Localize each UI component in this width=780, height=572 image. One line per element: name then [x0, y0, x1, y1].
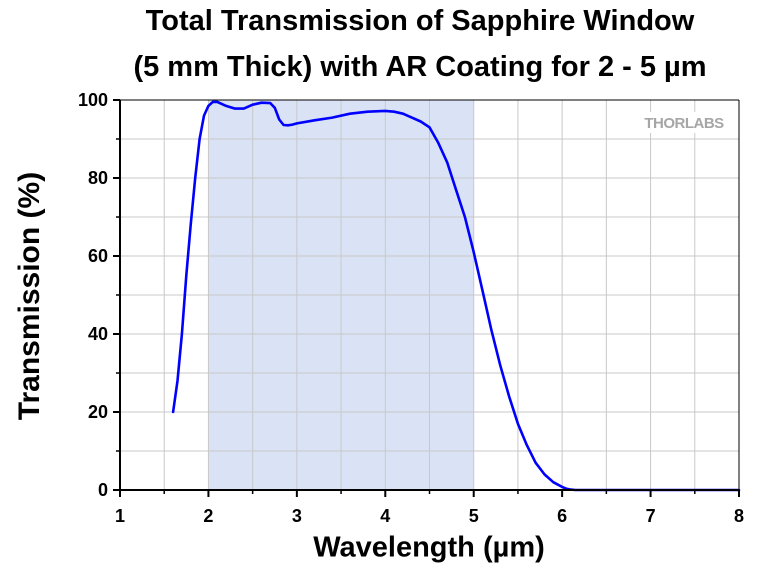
y-tick-label: 100: [78, 90, 108, 110]
x-axis-label: Wavelength (µm): [313, 531, 545, 564]
thorlabs-logo: THORLABS: [644, 115, 724, 132]
x-tick-label: 3: [292, 506, 302, 526]
y-tick-label: 80: [88, 168, 108, 188]
x-tick-label: 1: [115, 506, 125, 526]
x-tick-label: 2: [203, 506, 213, 526]
y-tick-label: 0: [98, 480, 108, 500]
logo-background: [636, 112, 732, 133]
chart-title-line-2: (5 mm Thick) with AR Coating for 2 - 5 µ…: [133, 51, 707, 83]
chart-title-line-1: Total Transmission of Sapphire Window: [145, 5, 695, 37]
x-tick-label: 6: [557, 506, 567, 526]
transmission-series-line: [171, 100, 741, 492]
x-tick-label: 8: [734, 506, 744, 526]
y-tick-label: 40: [88, 324, 108, 344]
y-tick-label: 20: [88, 402, 108, 422]
y-tick-label: 60: [88, 246, 108, 266]
x-tick-label: 4: [380, 506, 390, 526]
x-tick-label: 7: [646, 506, 656, 526]
x-tick-label: 5: [469, 506, 479, 526]
